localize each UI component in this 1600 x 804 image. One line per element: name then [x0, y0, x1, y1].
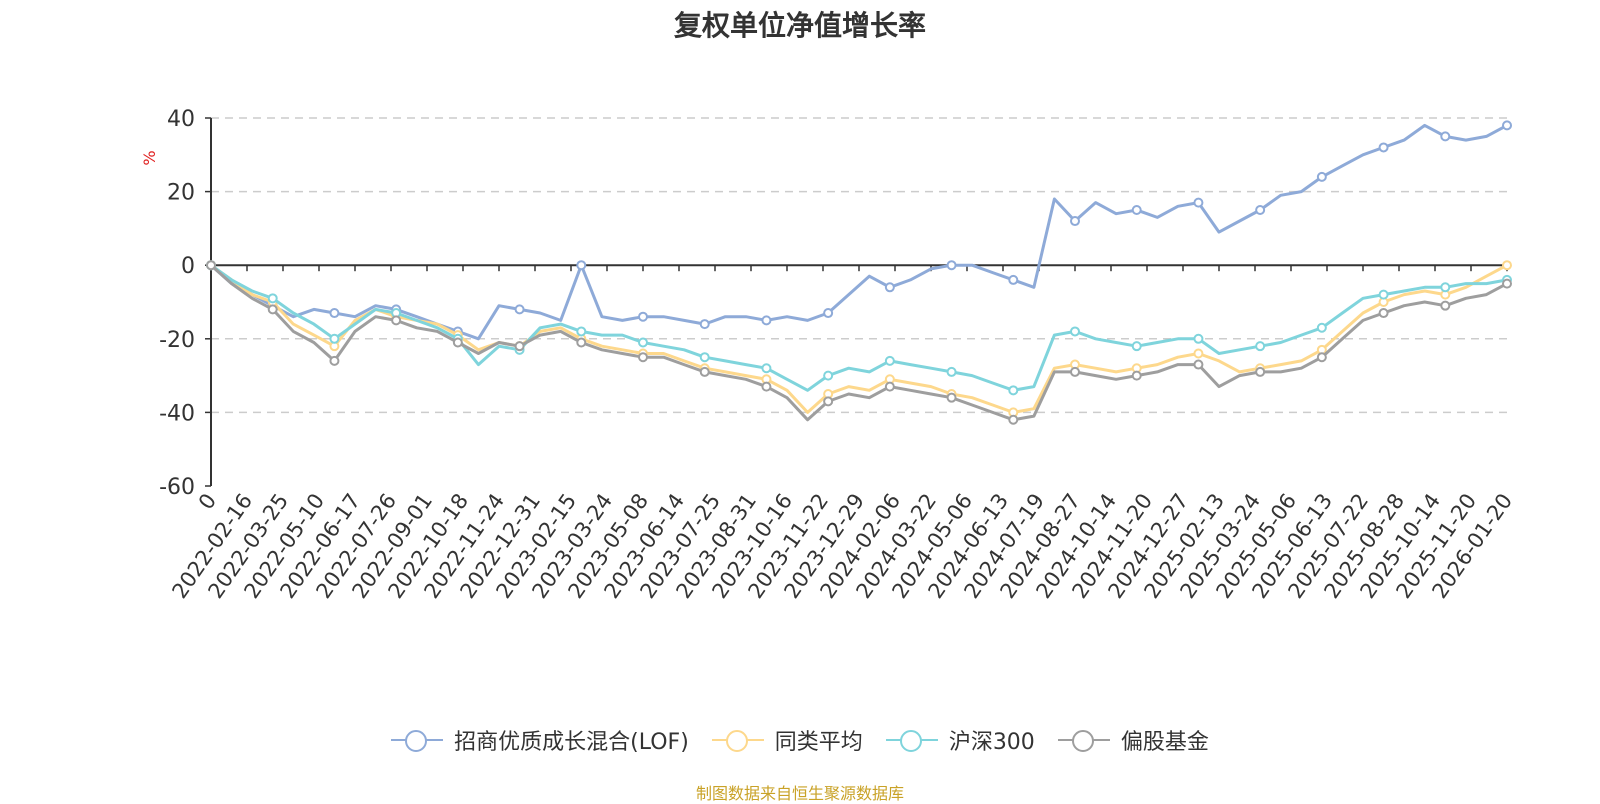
data-point	[1193, 333, 1204, 344]
y-tick-label: -60	[159, 475, 195, 500]
data-point	[1070, 216, 1080, 227]
x-tick-label: 0	[194, 489, 221, 514]
data-point	[452, 337, 463, 348]
data-point	[514, 341, 525, 352]
data-point	[1008, 414, 1019, 425]
data-point	[1440, 282, 1451, 293]
data-point	[1255, 205, 1266, 215]
data-point	[267, 293, 278, 304]
legend-label: 沪深300	[948, 730, 1035, 755]
data-point	[329, 308, 340, 319]
data-point	[761, 315, 772, 326]
y-tick-label: 20	[167, 181, 195, 206]
data-point	[638, 311, 648, 322]
series-group	[206, 120, 1512, 341]
y-tick-label: 40	[167, 107, 195, 132]
data-point	[699, 352, 710, 363]
data-point	[1502, 278, 1512, 289]
line-chart: 40200-20-40-60%02022-02-162022-03-252022…	[140, 107, 1517, 603]
data-point	[946, 392, 957, 403]
y-tick-label: 0	[181, 254, 195, 279]
series-group	[206, 260, 1512, 425]
data-point	[823, 308, 834, 319]
data-point	[1316, 171, 1327, 182]
series-lines	[206, 120, 1512, 425]
data-point	[638, 337, 648, 348]
source-note: 制图数据来自恒生聚源数据库	[695, 784, 904, 803]
data-point	[329, 355, 340, 366]
data-point	[1255, 341, 1266, 352]
data-point	[823, 396, 834, 407]
data-point	[1255, 366, 1266, 377]
data-point	[884, 355, 895, 366]
data-point	[329, 333, 340, 344]
y-tick-label: -40	[159, 401, 195, 426]
axes	[205, 117, 1508, 487]
data-point	[1502, 120, 1512, 131]
data-point	[391, 315, 402, 326]
data-point	[267, 304, 278, 315]
y-axis-label: %	[140, 150, 159, 165]
legend-label: 招商优质成长混合(LOF)	[454, 730, 689, 755]
legend-item-zhaoshang[interactable]: 招商优质成长混合(LOF)	[391, 724, 689, 756]
legend-swatch-icon	[711, 728, 764, 752]
legend-label: 同类平均	[774, 730, 863, 755]
data-point	[884, 282, 895, 293]
data-point	[1316, 352, 1327, 363]
data-point	[1008, 385, 1019, 396]
data-point	[1131, 341, 1142, 352]
legend-swatch-icon	[1057, 728, 1110, 752]
data-point	[1070, 326, 1080, 337]
data-point	[1378, 289, 1389, 300]
legend-item-csi300[interactable]: 沪深300	[885, 724, 1035, 756]
data-point	[576, 260, 587, 271]
data-point	[946, 260, 957, 271]
legend-label: 偏股基金	[1120, 730, 1209, 755]
data-point	[699, 366, 710, 377]
data-point	[1378, 308, 1389, 319]
data-point	[1440, 131, 1451, 142]
legend-item-peer-average[interactable]: 同类平均	[711, 724, 863, 756]
data-point	[638, 352, 648, 363]
legend-swatch-icon	[391, 728, 444, 752]
data-point	[946, 366, 957, 377]
data-point	[1131, 370, 1142, 381]
data-point	[1193, 359, 1204, 370]
data-point	[1193, 348, 1204, 359]
data-point	[1502, 260, 1512, 271]
legend-swatch-icon	[885, 728, 938, 752]
data-point	[823, 370, 834, 381]
data-point	[1440, 300, 1451, 311]
data-point	[514, 304, 525, 315]
series-line	[210, 123, 1508, 341]
series-group	[206, 260, 1512, 396]
data-point	[206, 260, 216, 271]
data-point	[1193, 197, 1204, 208]
chart-title: 复权单位净值增长率	[673, 9, 926, 42]
data-point	[761, 363, 772, 374]
data-point	[576, 326, 587, 337]
y-tick-label: -20	[159, 328, 195, 353]
data-point	[1316, 322, 1327, 333]
series-line	[210, 263, 1508, 392]
series-line	[210, 264, 1508, 422]
data-point	[1131, 205, 1142, 215]
data-point	[1008, 274, 1019, 285]
data-point	[699, 319, 710, 330]
data-point	[884, 381, 895, 392]
data-point	[576, 337, 587, 348]
legend-item-equity-funds[interactable]: 偏股基金	[1057, 724, 1209, 756]
data-point	[1378, 142, 1389, 153]
data-point	[1070, 366, 1080, 377]
legend: 招商优质成长混合(LOF) 同类平均 沪深300 偏股基金	[0, 724, 1600, 756]
data-point	[761, 381, 772, 392]
series-line	[210, 263, 1508, 414]
